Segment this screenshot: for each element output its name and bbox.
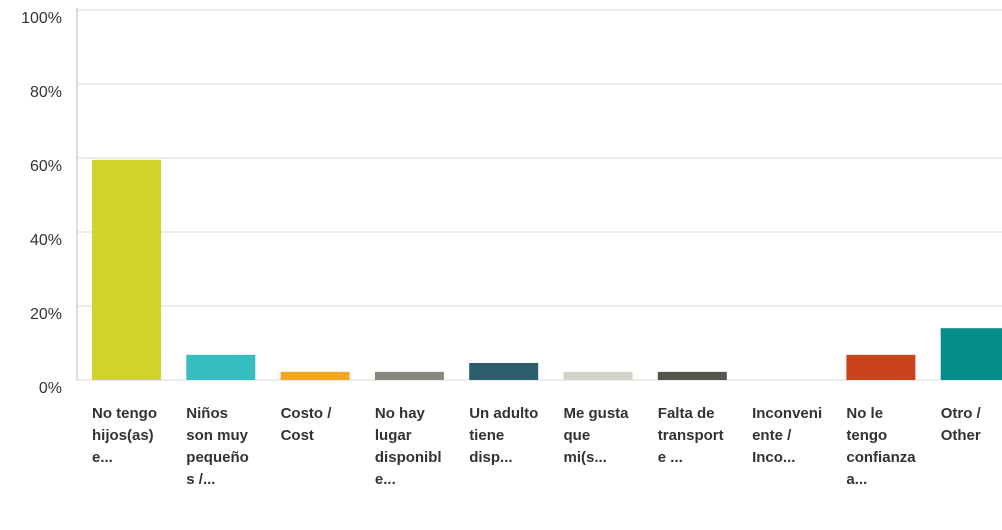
bar bbox=[280, 371, 350, 380]
x-tick-label: Niños son muy pequeños /... bbox=[186, 405, 249, 488]
bar bbox=[563, 371, 633, 380]
y-tick-label: 80% bbox=[30, 84, 62, 101]
x-tick-label: Un adulto tiene disp... bbox=[469, 405, 539, 466]
bar bbox=[92, 159, 161, 380]
x-tick-label: Me gusta que mi(s... bbox=[563, 405, 629, 466]
y-tick-label: 20% bbox=[30, 306, 62, 323]
x-tick-label: Inconveniente / Inco... bbox=[752, 405, 823, 466]
y-tick-label: 60% bbox=[30, 158, 62, 175]
bar bbox=[940, 328, 1002, 380]
y-tick-label: 100% bbox=[21, 10, 62, 27]
x-tick-label: No le tengo confianza a... bbox=[846, 405, 916, 488]
x-tick-label: Falta de transporte ... bbox=[657, 405, 724, 466]
x-tick-label: No hay lugar disponible... bbox=[374, 405, 442, 488]
x-tick-label: No tengo hijos(as) e... bbox=[92, 405, 157, 466]
bar bbox=[186, 354, 256, 380]
x-tick-label: Otro / Other bbox=[940, 405, 981, 444]
y-tick-label: 40% bbox=[30, 232, 62, 249]
bar bbox=[374, 371, 444, 380]
bar bbox=[469, 362, 539, 380]
bar bbox=[846, 354, 916, 380]
bar bbox=[657, 371, 727, 380]
y-tick-label: 0% bbox=[39, 380, 62, 397]
x-tick-label: Costo / Cost bbox=[280, 405, 332, 444]
